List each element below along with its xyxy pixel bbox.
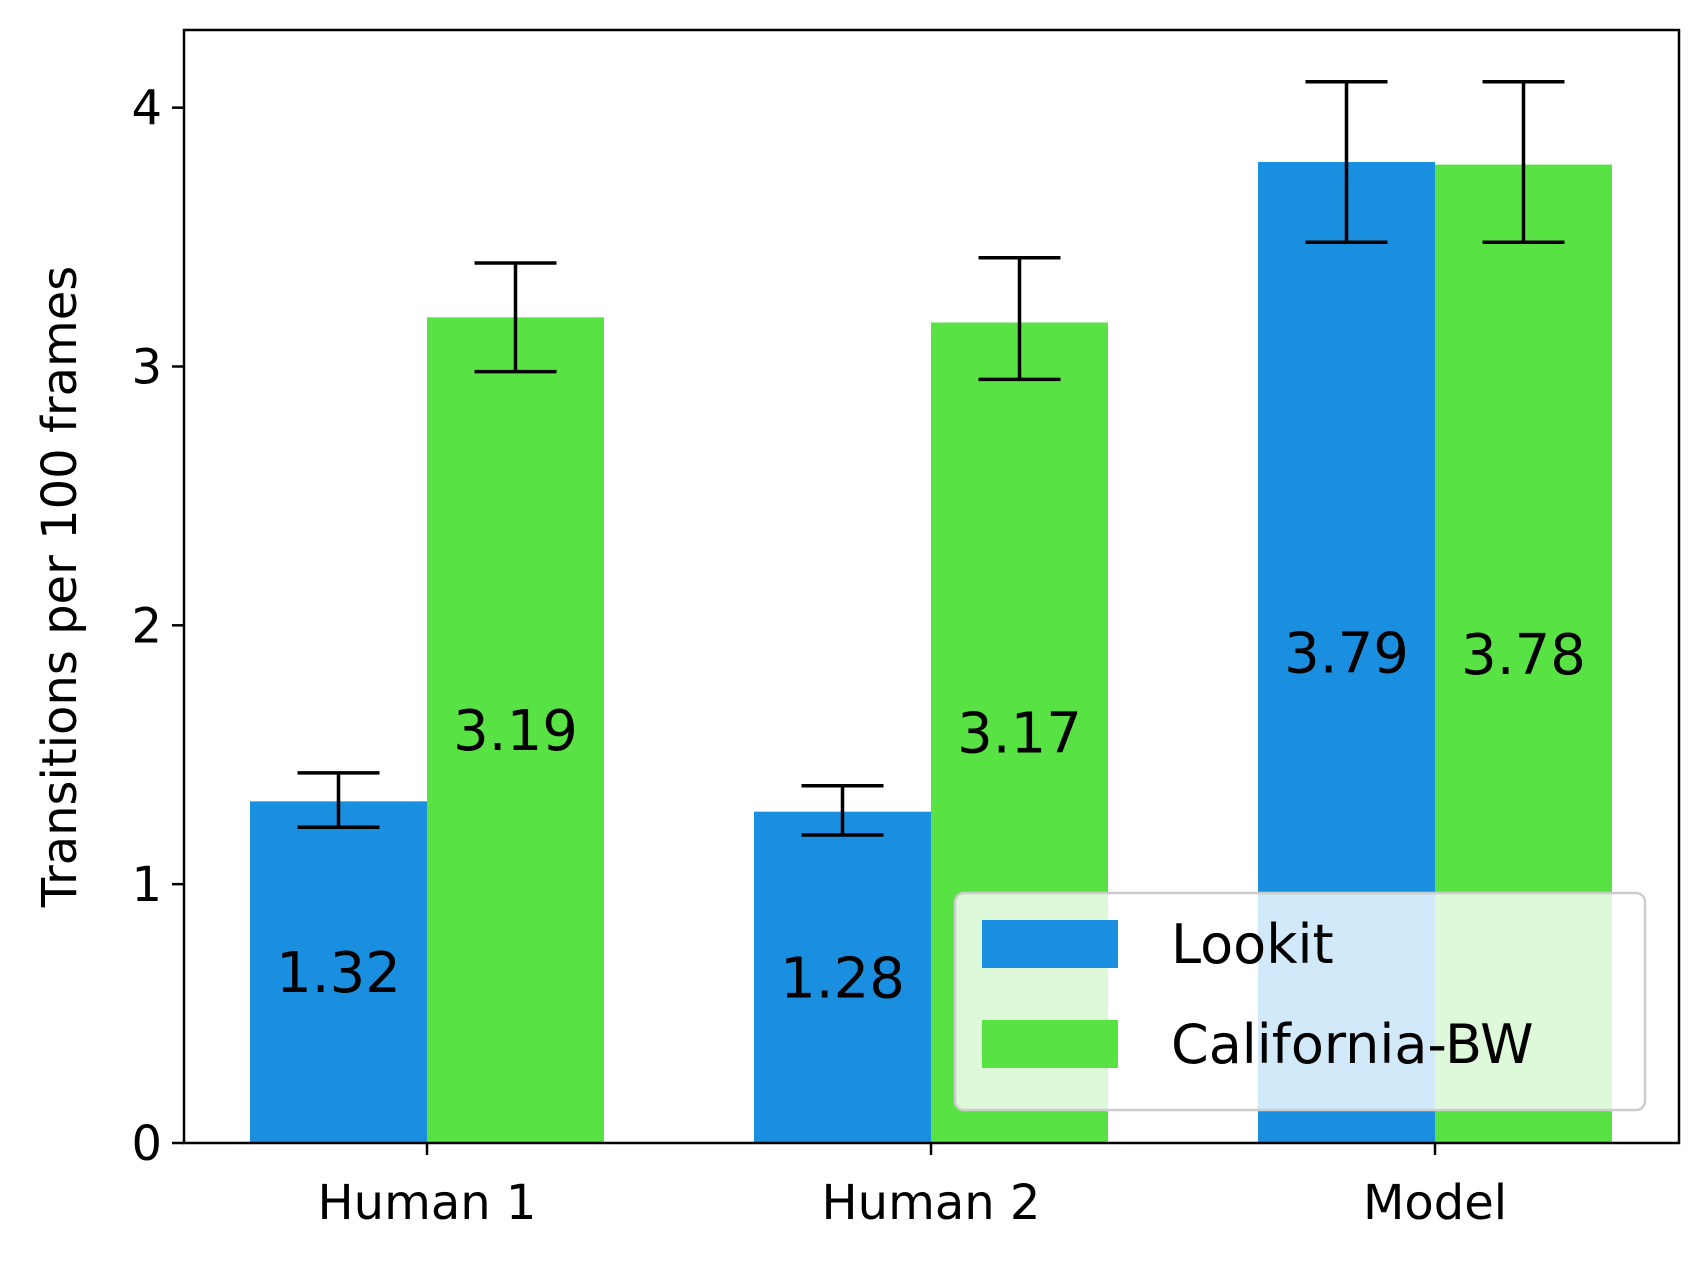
- x-tick-label: Human 1: [318, 1175, 537, 1231]
- legend-label: California-BW: [1171, 1013, 1534, 1076]
- y-tick-label: 3: [131, 339, 162, 395]
- data-label: 3.17: [957, 702, 1082, 767]
- data-labels-layer: 1.32 1.28 3.79 3.19 3.17 3.78: [276, 622, 1586, 1012]
- bar-lookit-0: [250, 801, 427, 1143]
- data-label: 3.79: [1284, 622, 1409, 687]
- legend-label: Lookit: [1171, 913, 1334, 976]
- y-axis: 0 1 2 3 4: [131, 81, 184, 1172]
- legend-swatch: [982, 920, 1118, 968]
- bar-lookit-1: [754, 811, 931, 1143]
- bar-california-bw-0: [427, 317, 604, 1143]
- x-tick-label: Human 2: [822, 1175, 1041, 1231]
- x-tick-label: Model: [1363, 1175, 1507, 1231]
- legend-swatch: [982, 1020, 1118, 1068]
- y-tick-label: 0: [131, 1116, 162, 1172]
- x-axis: Human 1 Human 2 Model: [318, 1143, 1507, 1231]
- y-tick-label: 1: [131, 857, 162, 913]
- y-tick-label: 4: [131, 81, 162, 137]
- data-label: 1.28: [780, 946, 905, 1011]
- data-label: 3.19: [453, 699, 578, 764]
- y-axis-title: Transitions per 100 frames: [32, 266, 88, 909]
- legend-box: [953, 891, 1647, 1112]
- data-label: 3.78: [1461, 623, 1586, 688]
- error-bars-layer: [297, 80, 1565, 837]
- legend: Lookit California-BW: [953, 891, 1647, 1112]
- y-tick-label: 2: [131, 598, 162, 654]
- data-label: 1.32: [276, 941, 401, 1006]
